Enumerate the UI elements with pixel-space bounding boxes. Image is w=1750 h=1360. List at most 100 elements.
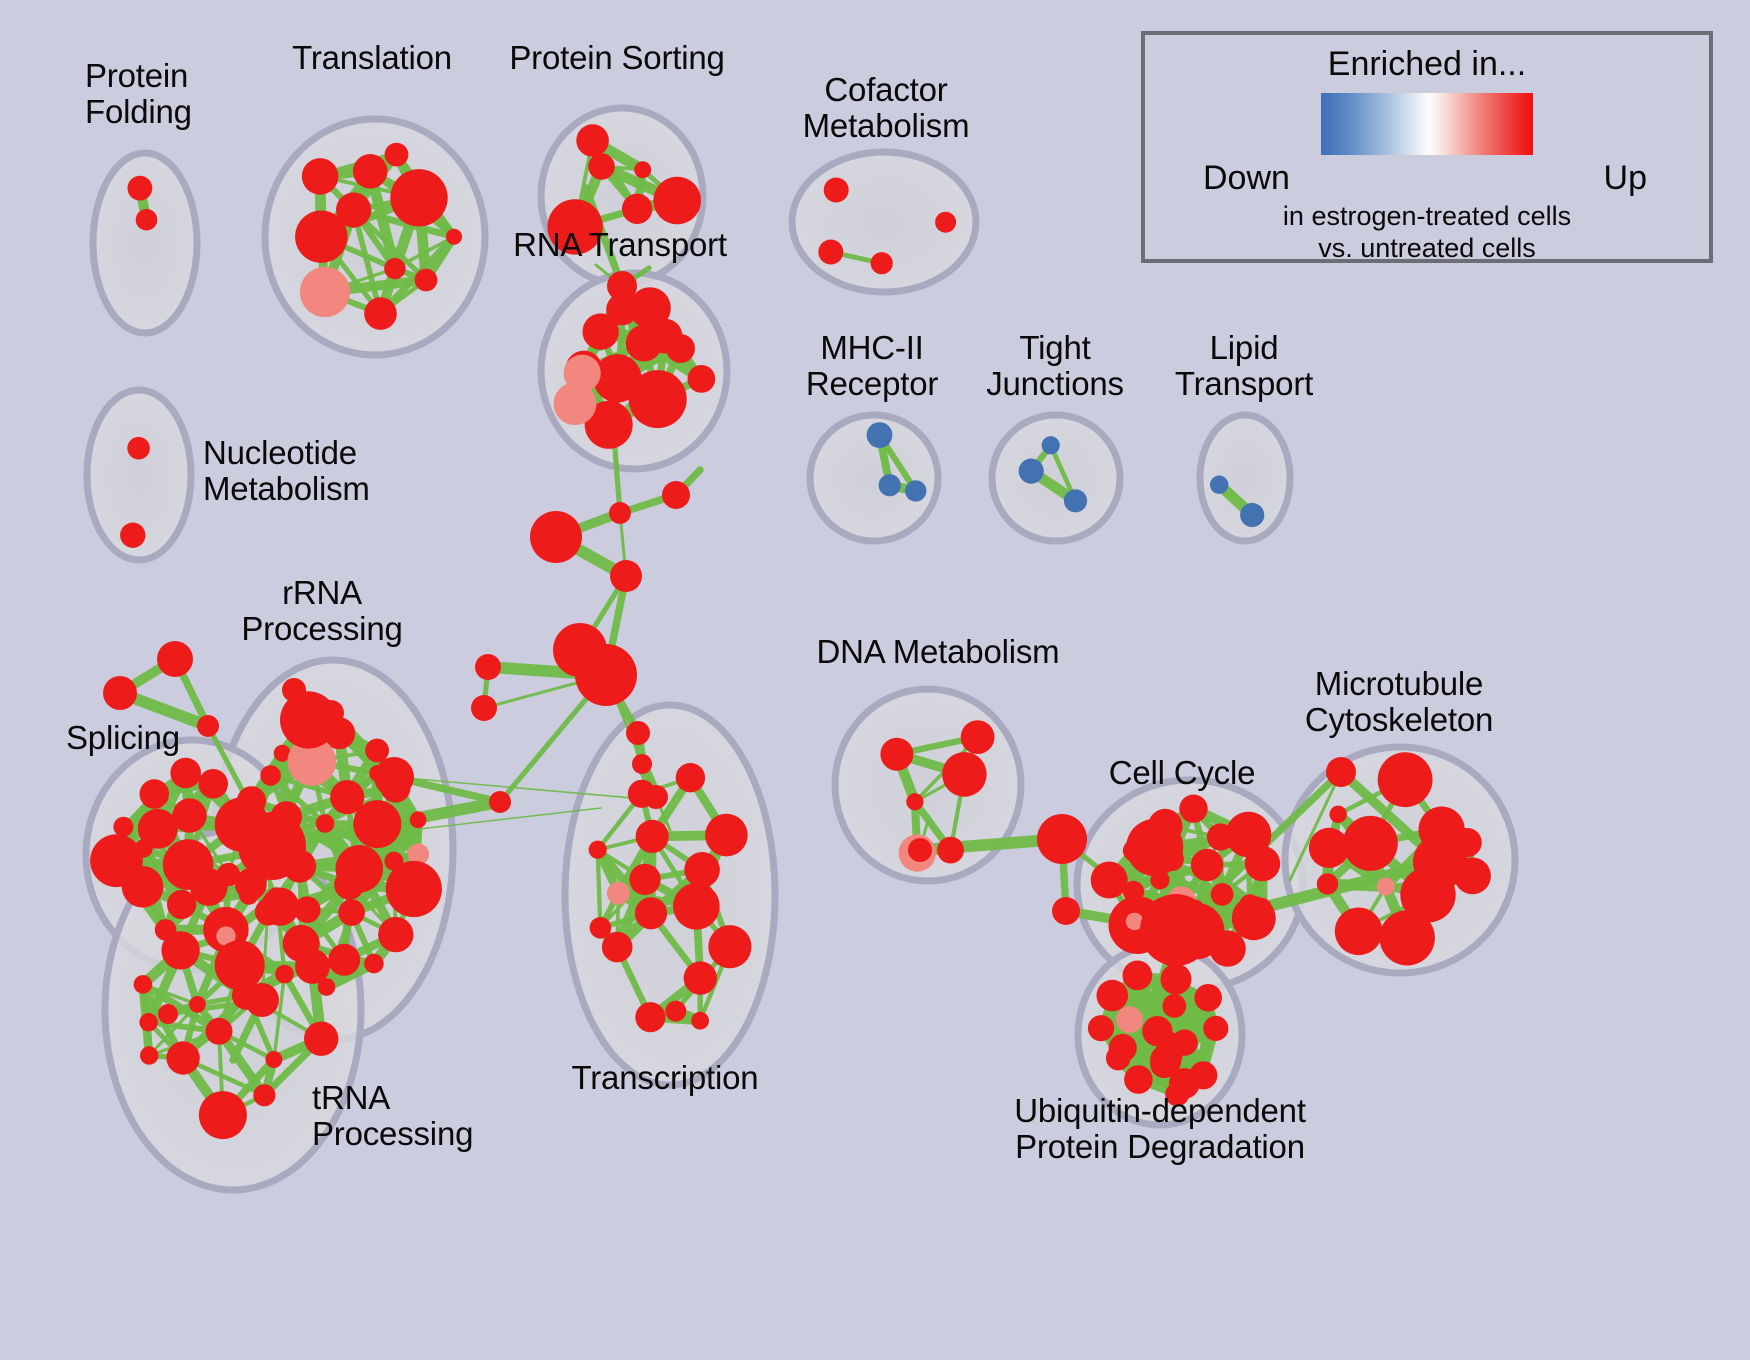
network-node [960, 720, 995, 754]
network-node [489, 791, 511, 813]
network-node [330, 780, 365, 815]
network-node [120, 522, 146, 548]
network-node [287, 737, 337, 786]
network-node [705, 813, 748, 857]
network-node [475, 654, 501, 680]
network-node [374, 757, 414, 797]
network-node [1413, 835, 1467, 889]
network-node [1125, 912, 1144, 931]
network-node [576, 124, 609, 157]
cluster-hull-nucleotide-metabolism [83, 386, 195, 564]
network-node [282, 678, 306, 702]
network-node [1041, 436, 1060, 455]
network-node [908, 838, 932, 862]
network-node [315, 814, 335, 833]
network-node [647, 318, 683, 354]
network-node [1162, 994, 1187, 1018]
network-node [1126, 818, 1184, 877]
network-node [295, 948, 330, 984]
network-node [140, 1046, 159, 1065]
network-node [818, 239, 844, 265]
legend-up-label: Up [1603, 159, 1647, 197]
network-node [1203, 1015, 1229, 1041]
network-node [684, 852, 720, 888]
network-node [1379, 910, 1435, 966]
network-node [265, 1051, 283, 1068]
network-node [170, 757, 201, 789]
network-node [238, 812, 306, 880]
edge [1288, 770, 1343, 882]
cluster-hull-mhc-ii-receptor [806, 411, 942, 545]
network-node [610, 560, 642, 592]
cluster-hull-tight-junctions [988, 411, 1124, 545]
network-node [823, 177, 849, 203]
network-node [1160, 963, 1192, 995]
network-node [1115, 1006, 1143, 1034]
network-node [304, 1021, 339, 1056]
network-node [384, 257, 406, 280]
network-node [139, 1013, 158, 1032]
network-node [1210, 475, 1229, 494]
network-node [1052, 897, 1080, 925]
network-node [239, 885, 259, 905]
network-node [1096, 979, 1129, 1012]
network-node [665, 1000, 687, 1022]
network-node [1063, 489, 1088, 513]
network-node [137, 808, 178, 849]
network-node [253, 1084, 276, 1107]
network-node [1037, 814, 1087, 864]
network-node [935, 211, 957, 233]
network-node [384, 142, 409, 167]
network-node [635, 1002, 666, 1033]
network-node [103, 676, 137, 710]
legend-subtitle-line1: in estrogen-treated cells [1282, 201, 1572, 231]
network-node [1122, 960, 1153, 991]
network-node [673, 883, 720, 930]
network-node [547, 199, 603, 255]
network-node [1225, 811, 1272, 858]
network-node [260, 765, 281, 786]
network-node [273, 744, 291, 762]
legend-color-bar [1321, 93, 1533, 155]
legend-panel: Enriched in... Down Up in estrogen-treat… [1141, 31, 1713, 263]
network-node [905, 480, 927, 502]
network-node [135, 208, 158, 231]
network-node [626, 721, 650, 745]
network-node [635, 819, 669, 854]
network-node [214, 940, 265, 991]
network-node [609, 502, 631, 524]
network-node [601, 931, 633, 963]
network-node [1376, 877, 1395, 896]
network-node [1334, 907, 1383, 956]
cluster-hull-lipid-transport [1196, 411, 1294, 545]
legend-title: Enriched in... [1327, 45, 1527, 83]
network-node [364, 297, 397, 330]
network-node [378, 916, 414, 953]
edge [271, 807, 602, 847]
network-node [365, 738, 389, 763]
network-node [622, 193, 653, 224]
network-node [216, 926, 236, 946]
network-node [167, 889, 197, 920]
network-node [629, 863, 661, 896]
network-node [563, 354, 601, 392]
edge [1109, 992, 1219, 1032]
edge [595, 847, 603, 930]
network-node [385, 860, 442, 918]
legend-subtitle-line2: vs. untreated cells [1318, 233, 1536, 263]
network-node [582, 313, 619, 350]
network-node [687, 365, 716, 393]
network-node [157, 641, 193, 677]
network-node [683, 961, 717, 995]
network-node [708, 925, 752, 969]
network-node [338, 899, 365, 926]
network-node [1326, 757, 1356, 787]
network-node [335, 845, 384, 893]
network-node [190, 868, 228, 906]
network-node [336, 192, 372, 228]
network-node [1253, 898, 1272, 917]
network-node [653, 176, 701, 225]
network-node [409, 811, 427, 829]
network-node [878, 474, 901, 497]
